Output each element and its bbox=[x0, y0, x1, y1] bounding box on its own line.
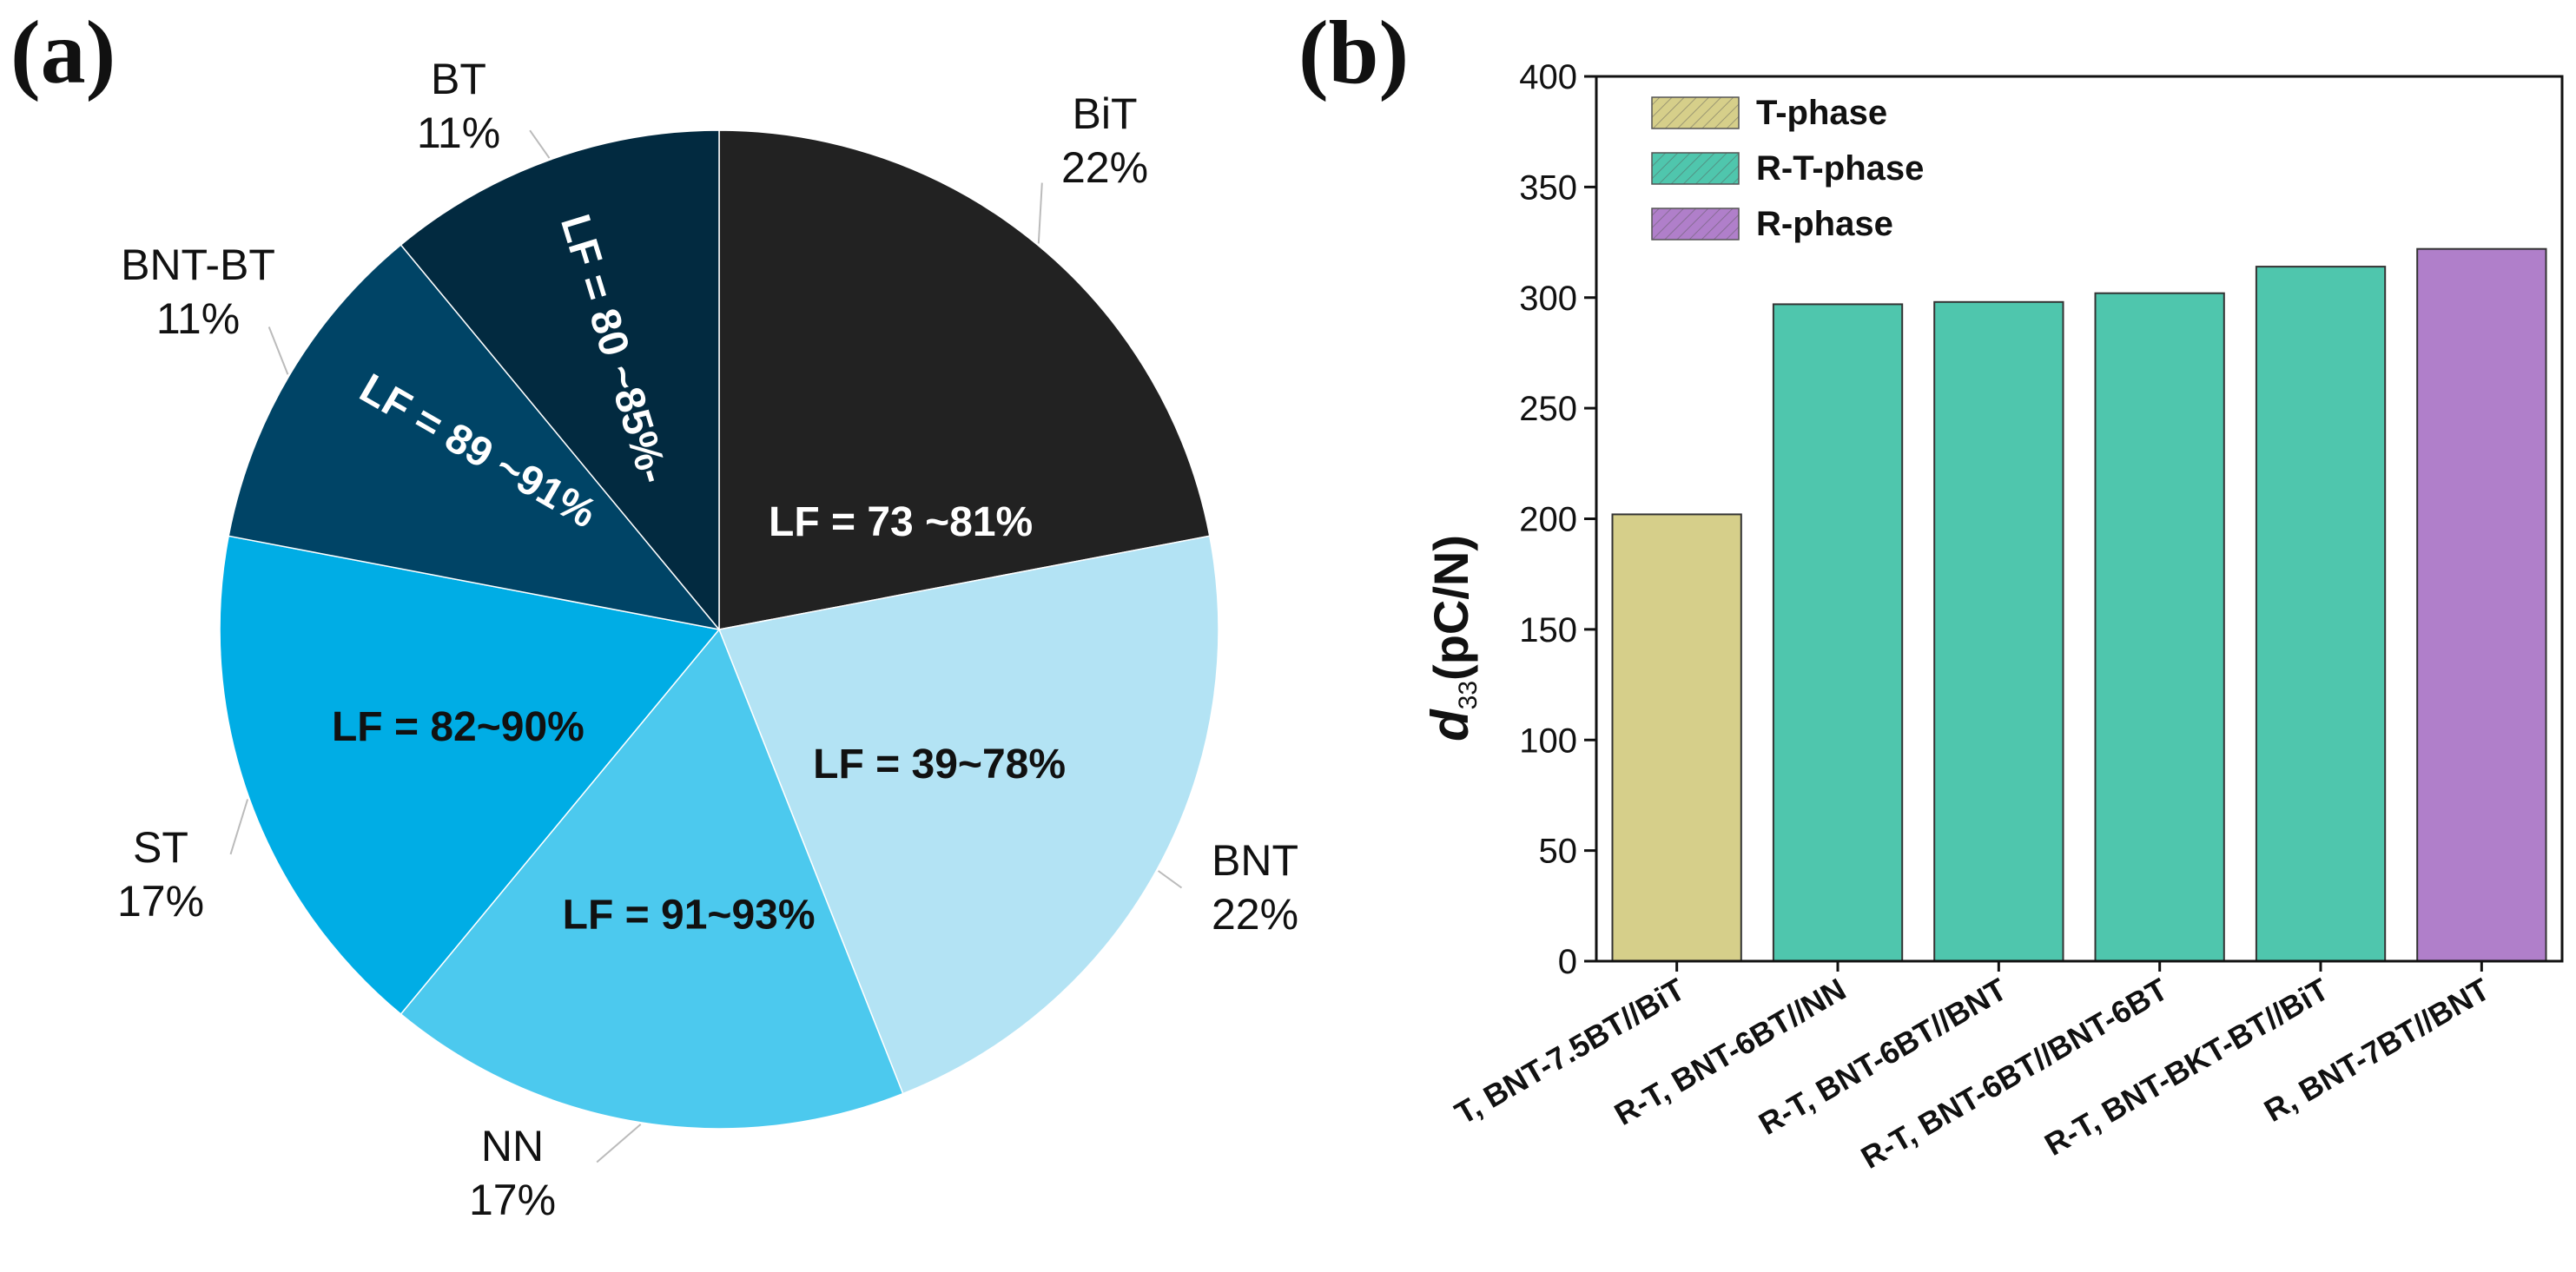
legend-label-r-phase: R-phase bbox=[1756, 205, 1893, 243]
bar-r-t-bnt-6bt-nn bbox=[1772, 303, 1904, 962]
leader-line-bt bbox=[529, 129, 551, 159]
x-category-label-5: R-T, BNT-BKT-BT//BiT bbox=[2038, 971, 2335, 1162]
leader-line-st bbox=[229, 799, 249, 855]
outer-label-st: ST 17% bbox=[117, 823, 204, 926]
outer-label-bt: BT 11% bbox=[417, 55, 500, 157]
pie-slice-bnt bbox=[717, 535, 1219, 1095]
y-axis-label: d33(pC/N) bbox=[1421, 535, 1483, 741]
outer-label-bnt: BNT 22% bbox=[1212, 836, 1298, 939]
y-tick-label-150: 150 bbox=[1519, 611, 1577, 649]
inner-label-bnt: LF = 39~78% bbox=[813, 741, 1066, 788]
legend-item-r-phase: R-phase bbox=[1651, 205, 1893, 243]
y-tick-label-250: 250 bbox=[1519, 390, 1577, 428]
inner-label-st: LF = 82~90% bbox=[332, 704, 585, 750]
y-tick-label-100: 100 bbox=[1519, 722, 1577, 760]
slice-name-bit: BiT bbox=[1073, 89, 1138, 138]
pie-slice-bit bbox=[718, 129, 1211, 630]
leader-line-nn bbox=[596, 1124, 642, 1163]
panel-label-a: (a) bbox=[10, 3, 116, 102]
pie-slice-bnt-bt bbox=[228, 243, 721, 631]
slice-percent-nn: 17% bbox=[469, 1176, 556, 1224]
y-tick-label-0: 0 bbox=[1558, 943, 1577, 981]
leader-line-bit bbox=[1037, 182, 1043, 244]
legend-item-t-phase: T-phase bbox=[1651, 94, 1887, 132]
pie-slice-st bbox=[219, 535, 721, 1016]
outer-label-nn: NN 17% bbox=[469, 1122, 556, 1224]
y-tick-label-50: 50 bbox=[1539, 833, 1578, 871]
slice-percent-bnt-bt: 11% bbox=[156, 294, 240, 343]
legend-hatch-t-phase bbox=[1652, 97, 1739, 129]
legend-hatch-r-phase bbox=[1652, 208, 1739, 240]
inner-label-nn: LF = 91~93% bbox=[563, 892, 816, 938]
bar-r-t-bnt-6bt-bnt bbox=[1933, 300, 2064, 962]
slice-name-bt: BT bbox=[431, 55, 486, 103]
legend: T-phase R-T-phase R-phase bbox=[1651, 94, 1924, 243]
inner-label-bit: LF = 73 ~81% bbox=[769, 499, 1033, 545]
y-tick-label-200: 200 bbox=[1519, 501, 1577, 539]
bar-t-bnt-7-5bt-bit bbox=[1611, 513, 1742, 962]
slice-percent-bnt: 22% bbox=[1212, 890, 1298, 939]
leader-line-bnt bbox=[1158, 870, 1183, 889]
y-tick-label-400: 400 bbox=[1519, 58, 1577, 96]
slice-name-bnt-bt: BNT-BT bbox=[121, 241, 275, 289]
outer-label-bnt-bt: BNT-BT 11% bbox=[121, 241, 275, 343]
legend-label-t-phase: T-phase bbox=[1756, 94, 1887, 132]
legend-hatch-r-t-phase bbox=[1652, 153, 1739, 184]
legend-item-r-t-phase: R-T-phase bbox=[1651, 149, 1924, 188]
slice-name-st: ST bbox=[133, 823, 188, 872]
outer-label-bit: BiT 22% bbox=[1061, 89, 1148, 192]
pie-slice-nn bbox=[400, 628, 904, 1130]
bar-r-bnt-7bt-bnt bbox=[2416, 247, 2547, 962]
y-tick-label-350: 350 bbox=[1519, 168, 1577, 207]
panel-label-b: (b) bbox=[1298, 3, 1409, 102]
slice-name-nn: NN bbox=[481, 1122, 544, 1170]
bar-r-t-bnt-bkt-bt-bit bbox=[2255, 266, 2387, 963]
slice-percent-st: 17% bbox=[117, 877, 204, 926]
x-category-label-4: R-T, BNT-6BT//BNT-6BT bbox=[1855, 971, 2174, 1176]
bar-r-t-bnt-6bt-bnt-6bt bbox=[2094, 292, 2225, 962]
legend-label-r-t-phase: R-T-phase bbox=[1756, 149, 1924, 188]
slice-name-bnt: BNT bbox=[1212, 836, 1298, 885]
pie-slice-bt bbox=[400, 129, 720, 632]
leader-line-bnt-bt bbox=[268, 326, 289, 375]
slice-percent-bit: 22% bbox=[1061, 143, 1148, 192]
slice-percent-bt: 11% bbox=[417, 109, 500, 157]
y-tick-label-300: 300 bbox=[1519, 280, 1577, 318]
pie-chart: LF = 73 ~81% LF = 39~78% LF = 91~93% LF = 8… bbox=[117, 55, 1298, 1224]
